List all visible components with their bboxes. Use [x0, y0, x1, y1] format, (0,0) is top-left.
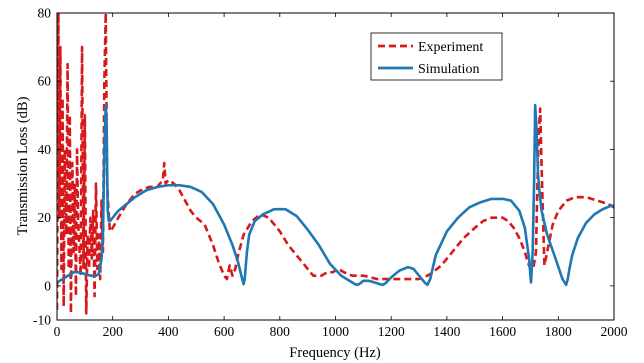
legend-box: [370, 32, 503, 81]
legend: Experiment Simulation: [370, 32, 503, 81]
x-tick-label: 800: [270, 324, 291, 339]
y-axis-title: Transmission Loss (dB): [15, 96, 31, 235]
y-tick-label: 40: [38, 142, 52, 157]
axis-ticks: 0 200 400 600 800 1000 1200 1400 1600 1800 2000-10…: [33, 6, 628, 340]
x-tick-label: 1800: [545, 324, 572, 339]
legend-label-experiment: Experiment: [418, 40, 483, 55]
x-tick-label: 600: [214, 324, 235, 339]
x-tick-label: 1400: [433, 324, 460, 339]
x-tick-label: 1600: [489, 324, 516, 339]
x-tick-label: 400: [158, 324, 179, 339]
y-tick-label: 20: [38, 210, 52, 225]
x-tick-label: 1200: [378, 324, 405, 339]
series-line-experiment: [57, 13, 614, 315]
x-axis-title: Frequency (Hz): [289, 345, 381, 361]
x-tick-label: 200: [103, 324, 124, 339]
x-tick-label: 0: [54, 324, 61, 339]
y-tick-label: 60: [38, 74, 52, 89]
x-tick-label: 2000: [601, 324, 628, 339]
y-tick-label: 0: [44, 278, 51, 293]
x-tick-label: 1000: [322, 324, 349, 339]
series-line-simulation: [57, 103, 614, 287]
legend-label-simulation: Simulation: [418, 62, 479, 77]
plot-marks: [57, 13, 614, 315]
y-tick-label: 80: [38, 6, 52, 21]
y-tick-label: -10: [33, 313, 51, 328]
